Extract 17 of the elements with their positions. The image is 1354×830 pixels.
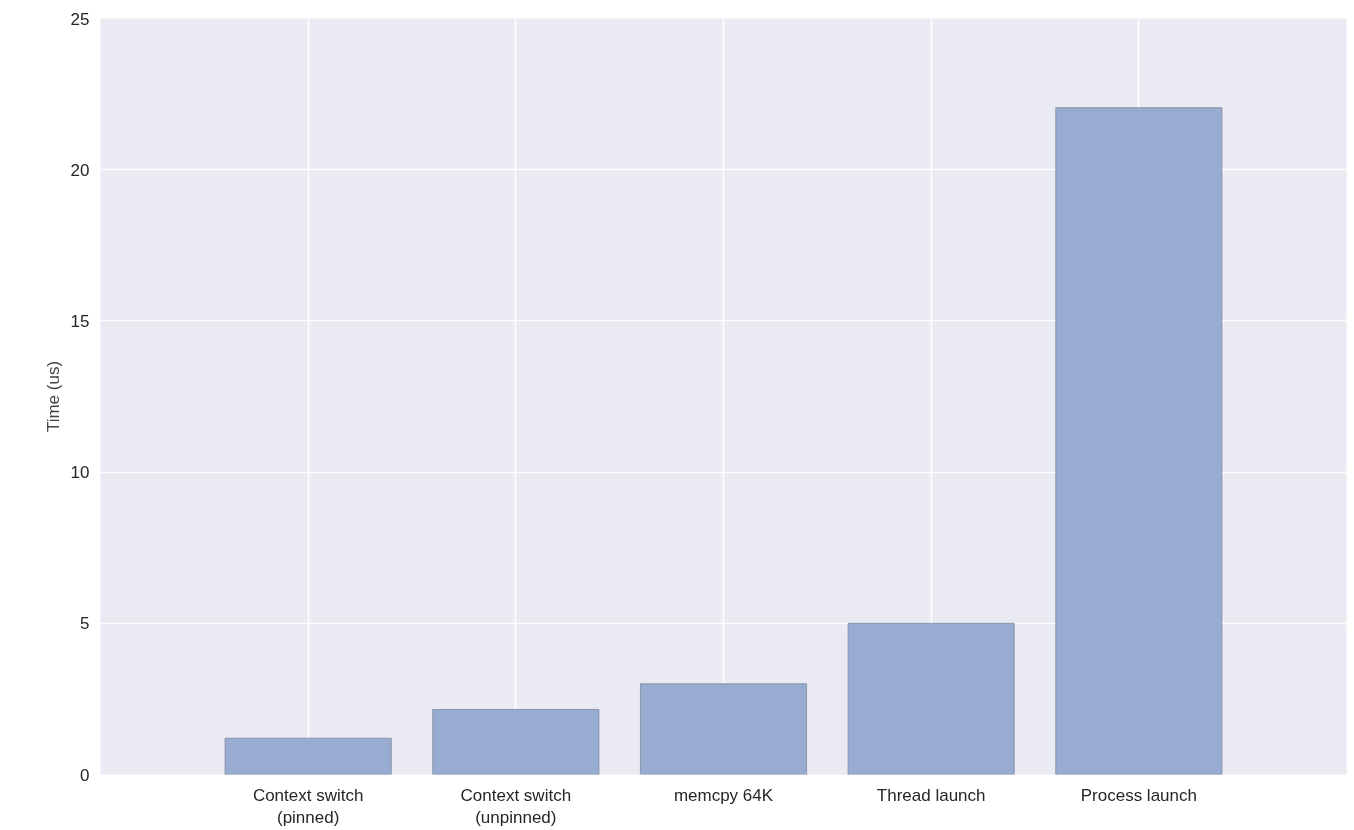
y-tick-label: 5 (80, 614, 90, 634)
x-tick-label: Context switch (unpinned) (460, 785, 572, 828)
y-axis-title: Time (us) (43, 360, 63, 433)
y-tick-label: 15 (70, 311, 90, 331)
y-tick-label: 25 (70, 9, 90, 29)
x-tick-label: Context switch (pinned) (252, 785, 364, 828)
bar (847, 622, 1015, 775)
x-tick-label: Process launch (1080, 785, 1197, 805)
y-tick-label: 0 (80, 765, 90, 785)
y-tick-label: 20 (70, 160, 90, 180)
bar (432, 709, 600, 775)
bar (1055, 107, 1223, 775)
bar (224, 737, 392, 775)
bar (640, 683, 807, 775)
y-tick-label: 10 (70, 463, 90, 483)
x-tick-label: memcpy 64K (673, 785, 774, 805)
x-tick-label: Thread launch (876, 785, 986, 805)
